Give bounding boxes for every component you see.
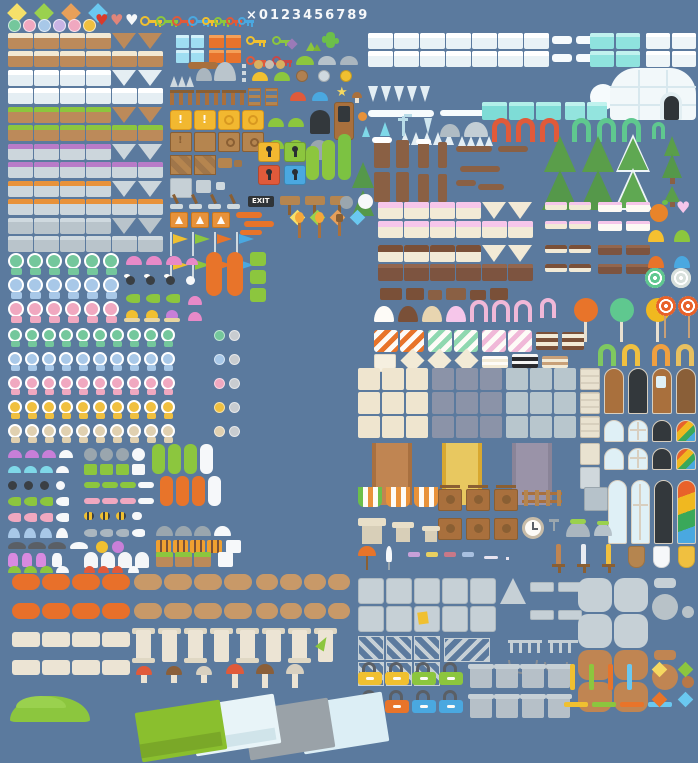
counter-text: ×0123456789 [246,8,370,23]
